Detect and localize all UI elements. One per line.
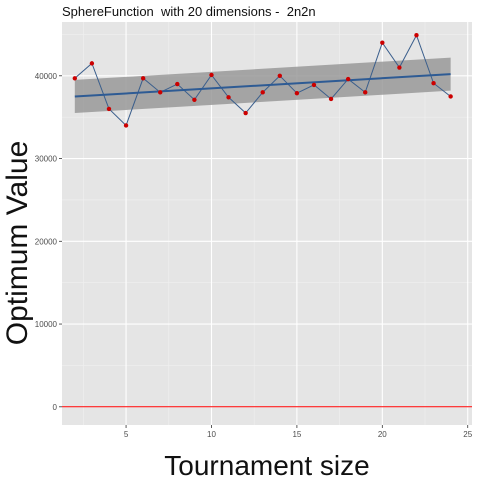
data-point xyxy=(294,90,300,96)
y-tick-label: 10000 xyxy=(35,320,58,329)
data-point xyxy=(89,61,95,66)
y-tick-label: 30000 xyxy=(35,155,58,164)
data-point xyxy=(140,76,146,81)
x-tick-label: 20 xyxy=(378,430,387,439)
data-point xyxy=(158,90,163,95)
data-point xyxy=(243,110,248,116)
data-point xyxy=(328,96,334,102)
data-point xyxy=(414,33,419,38)
grid-minor xyxy=(62,22,472,425)
data-point xyxy=(260,90,265,95)
y-tick-label: 20000 xyxy=(35,237,58,246)
data-point xyxy=(106,106,112,112)
data-point xyxy=(345,76,351,82)
x-tick-label: 15 xyxy=(292,430,301,439)
y-tick-label: 0 xyxy=(53,403,58,412)
y-tick-label: 40000 xyxy=(35,72,58,81)
data-point xyxy=(311,82,317,88)
data-point xyxy=(175,81,180,87)
data-point xyxy=(448,94,453,99)
data-point xyxy=(209,72,214,78)
data-point xyxy=(397,65,402,70)
data-point xyxy=(431,81,436,86)
data-point xyxy=(123,123,129,128)
y-axis-ticks: 0 10000 20000 30000 40000 xyxy=(35,72,62,412)
data-point xyxy=(192,97,197,102)
x-tick-label: 5 xyxy=(124,430,129,439)
data-point xyxy=(72,76,78,81)
x-axis-ticks: 5 10 15 20 25 xyxy=(124,425,473,439)
data-points xyxy=(72,33,453,128)
data-point xyxy=(226,95,231,100)
chart-title: SphereFunction with 20 dimensions - 2n2n xyxy=(62,4,316,19)
trend-line xyxy=(74,73,451,98)
y-axis-label: Optimum Value xyxy=(1,140,34,346)
x-tick-label: 10 xyxy=(207,430,216,439)
data-point xyxy=(380,40,385,45)
data-point xyxy=(277,73,283,78)
x-axis-label: Tournament size xyxy=(164,450,370,481)
data-point xyxy=(363,90,368,95)
x-tick-label: 25 xyxy=(463,430,472,439)
